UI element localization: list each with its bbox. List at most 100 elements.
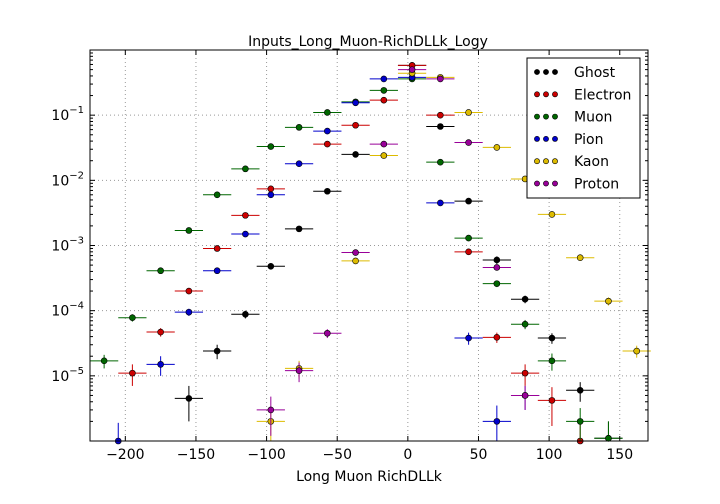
data-point <box>465 234 472 242</box>
data-point <box>380 75 388 83</box>
series-pion <box>104 74 540 445</box>
data-point <box>242 165 249 173</box>
legend-label: Kaon <box>574 154 609 170</box>
x-tick-label: −200 <box>106 447 144 463</box>
data-point <box>213 267 221 275</box>
data-point <box>380 87 388 94</box>
data-point <box>437 123 444 130</box>
data-point <box>521 369 529 377</box>
data-point <box>633 347 640 355</box>
data-point <box>352 151 359 158</box>
y-tick-label: 10−2 <box>51 170 84 189</box>
x-tick-label: −100 <box>247 447 285 463</box>
legend-marker <box>534 180 540 187</box>
y-tick-label: 10−5 <box>51 366 84 385</box>
series-electron <box>118 62 595 445</box>
data-point <box>605 435 612 442</box>
axis-ticks: −200 −150 −100 −50 0 50 100 150 10−5 10−4 10−3 10−2… <box>51 49 648 463</box>
data-point <box>213 191 221 199</box>
legend-marker <box>534 91 540 98</box>
data-point <box>100 357 108 365</box>
legend-marker <box>543 135 549 142</box>
data-point <box>576 386 584 394</box>
legend-marker <box>534 113 540 120</box>
data-point <box>352 121 359 129</box>
data-point <box>521 320 529 328</box>
data-point <box>324 329 331 337</box>
data-point <box>185 395 193 402</box>
data-point <box>548 357 556 365</box>
x-tick-label: 100 <box>536 447 563 463</box>
data-point <box>437 199 444 207</box>
data-point <box>157 361 164 368</box>
data-point <box>605 297 612 305</box>
data-point <box>548 397 556 404</box>
data-point <box>295 160 303 167</box>
data-point <box>521 295 529 303</box>
data-point <box>352 99 359 107</box>
data-point <box>465 197 472 205</box>
legend-marker <box>552 158 558 165</box>
data-point <box>493 280 501 287</box>
data-point <box>295 225 303 233</box>
legend-marker <box>543 158 549 165</box>
data-point <box>576 254 584 261</box>
data-point <box>548 211 556 218</box>
legend-label: Proton <box>574 177 619 193</box>
data-point <box>129 314 136 321</box>
data-point <box>295 367 303 374</box>
legend-label: Electron <box>574 87 631 103</box>
data-point <box>242 230 249 238</box>
data-point <box>267 191 275 199</box>
legend-marker <box>552 135 558 142</box>
legend-marker <box>543 113 549 120</box>
data-point <box>380 140 388 148</box>
data-point <box>213 347 221 355</box>
data-point <box>465 109 472 116</box>
data-point <box>493 418 501 425</box>
legend-marker <box>534 158 540 165</box>
x-tick-label: −150 <box>177 447 215 463</box>
data-point <box>521 392 529 399</box>
data-point <box>242 310 249 318</box>
data-point <box>465 334 472 342</box>
data-point <box>267 262 275 270</box>
data-point <box>576 418 584 425</box>
legend-marker <box>552 69 558 75</box>
x-tick-label: 150 <box>606 447 633 463</box>
data-point <box>185 227 193 234</box>
x-tick-label: 0 <box>403 447 412 463</box>
data-point <box>437 158 444 166</box>
data-point <box>437 75 444 83</box>
data-point <box>157 267 164 275</box>
data-point <box>324 109 331 116</box>
y-tick-label: 10−1 <box>51 105 84 124</box>
data-point <box>267 143 275 150</box>
legend-marker <box>534 69 540 75</box>
data-point <box>295 124 303 131</box>
legend-marker <box>552 113 558 120</box>
data-point <box>213 245 221 252</box>
legend-marker <box>552 180 558 187</box>
data-point <box>493 264 501 271</box>
data-point <box>267 185 275 193</box>
data-point <box>493 144 501 151</box>
x-tick-label: −50 <box>322 447 352 463</box>
x-tick-label: 50 <box>470 447 488 463</box>
data-point <box>185 287 193 295</box>
data-point <box>157 328 164 336</box>
data-point <box>465 139 472 146</box>
data-point <box>493 334 501 341</box>
data-point <box>352 249 359 256</box>
y-tick-label: 10−4 <box>51 301 84 320</box>
legend-marker <box>534 135 540 142</box>
data-point <box>267 406 275 414</box>
y-tick-label: 10−3 <box>51 236 84 255</box>
data-point <box>352 257 359 265</box>
series-proton <box>256 66 540 436</box>
legend-marker <box>543 91 549 98</box>
data-point <box>324 127 331 135</box>
data-point <box>380 152 388 159</box>
legend-marker <box>543 180 549 187</box>
